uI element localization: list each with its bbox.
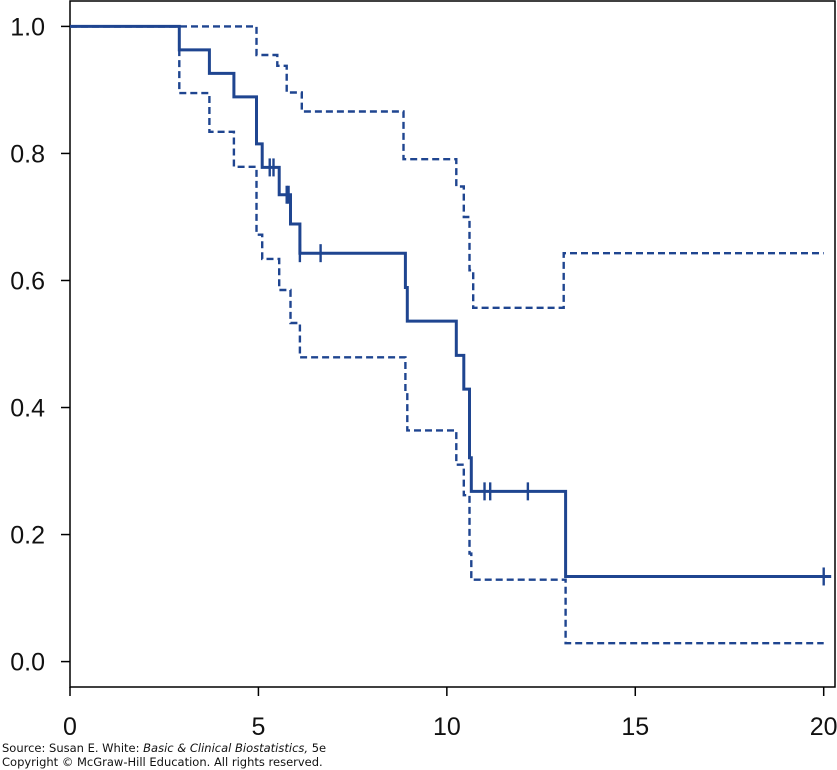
source-prefix: Source: Susan E. White: — [2, 741, 144, 755]
y-tick-label: 0.6 — [10, 267, 45, 295]
source-book-title: Basic & Clinical Biostatistics, — [143, 741, 309, 755]
source-caption: Source: Susan E. White: Basic & Clinical… — [2, 741, 326, 769]
survival-estimate-line — [70, 24, 832, 578]
y-tick-label: 0.0 — [10, 649, 45, 677]
x-axis: 0 5 10 15 20 — [63, 687, 837, 740]
x-tick-label: 20 — [810, 713, 837, 740]
y-axis: 0.0 0.2 0.4 0.6 0.8 1.0 — [10, 13, 70, 677]
copyright-line: Copyright © McGraw-Hill Education. All r… — [2, 755, 323, 769]
source-edition: 5e — [308, 741, 327, 755]
upper-confidence-limit-line — [70, 25, 824, 309]
x-tick-label: 10 — [433, 713, 461, 740]
lower-confidence-limit-line — [70, 25, 824, 645]
y-tick-label: 0.8 — [10, 140, 45, 168]
series-lines — [70, 24, 832, 645]
y-tick-label: 0.4 — [10, 395, 45, 423]
y-tick-label: 1.0 — [10, 13, 45, 41]
plot-frame — [69, 0, 836, 688]
x-tick-label: 0 — [63, 713, 77, 740]
x-tick-label: 5 — [251, 713, 265, 740]
source-line: Source: Susan E. White: Basic & Clinical… — [2, 741, 326, 755]
y-tick-label: 0.2 — [10, 522, 45, 550]
x-tick-label: 15 — [621, 713, 649, 740]
survival-chart: 0 5 10 15 20 0.0 0.2 0.4 0.6 0.8 1.0 — [10, 0, 837, 740]
